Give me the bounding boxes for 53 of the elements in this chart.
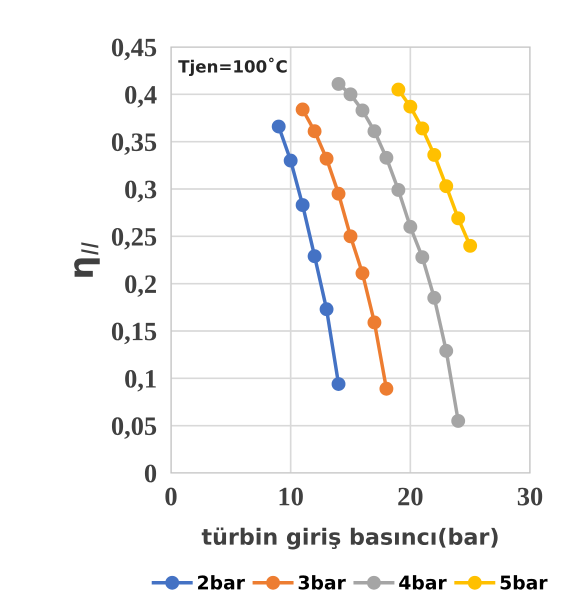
annotation: Tjen=100˚C bbox=[178, 58, 287, 76]
y-tick-label: 0,2 bbox=[125, 275, 156, 297]
point bbox=[308, 124, 322, 138]
y-tick-label: 0,45 bbox=[112, 38, 156, 60]
point bbox=[356, 266, 370, 280]
point bbox=[451, 211, 466, 226]
point bbox=[439, 344, 454, 358]
point bbox=[308, 249, 322, 264]
x-tick-label: 10 bbox=[280, 488, 303, 506]
point bbox=[463, 238, 478, 253]
legend-label: 2bar bbox=[198, 575, 245, 590]
point bbox=[356, 103, 370, 118]
point bbox=[403, 100, 418, 114]
point bbox=[320, 152, 334, 166]
x-tick-label: 30 bbox=[518, 488, 542, 506]
point bbox=[379, 382, 394, 396]
point bbox=[391, 183, 406, 197]
point bbox=[344, 87, 358, 102]
point bbox=[332, 76, 346, 91]
point bbox=[272, 120, 286, 134]
point bbox=[367, 124, 382, 138]
y-tick-label: 0,15 bbox=[112, 322, 156, 344]
point bbox=[367, 316, 382, 330]
point bbox=[332, 377, 346, 391]
point bbox=[439, 179, 454, 194]
point bbox=[296, 102, 310, 116]
point bbox=[284, 154, 298, 168]
point bbox=[379, 150, 394, 165]
point bbox=[451, 414, 466, 428]
x-tick-label: 20 bbox=[398, 488, 423, 506]
point bbox=[403, 220, 418, 234]
point bbox=[415, 250, 430, 264]
point bbox=[344, 229, 358, 244]
y-tick-label: 0,1 bbox=[125, 370, 156, 392]
y-tick-label: 0 bbox=[144, 464, 156, 482]
point bbox=[296, 198, 310, 212]
point bbox=[427, 148, 442, 162]
x-axis-title: türbin giriş basıncı(bar) bbox=[202, 527, 498, 550]
legend-label: 5bar bbox=[500, 575, 548, 590]
point bbox=[332, 186, 346, 201]
y-tick-label: 0,05 bbox=[112, 417, 156, 439]
point bbox=[391, 82, 406, 97]
y-tick-label: 0,25 bbox=[112, 228, 156, 250]
point bbox=[427, 290, 442, 305]
y-tick-label: 0,35 bbox=[112, 133, 156, 155]
x-tick-label: 0 bbox=[165, 488, 177, 506]
legend-label: 3bar bbox=[298, 575, 346, 590]
y-axis-title: η$_{II}$ bbox=[74, 242, 100, 277]
point bbox=[320, 302, 334, 316]
legend-label: 4bar bbox=[399, 575, 447, 590]
y-tick-label: 0,3 bbox=[125, 180, 156, 202]
point bbox=[415, 121, 430, 136]
y-tick-label: 0,4 bbox=[125, 86, 157, 108]
